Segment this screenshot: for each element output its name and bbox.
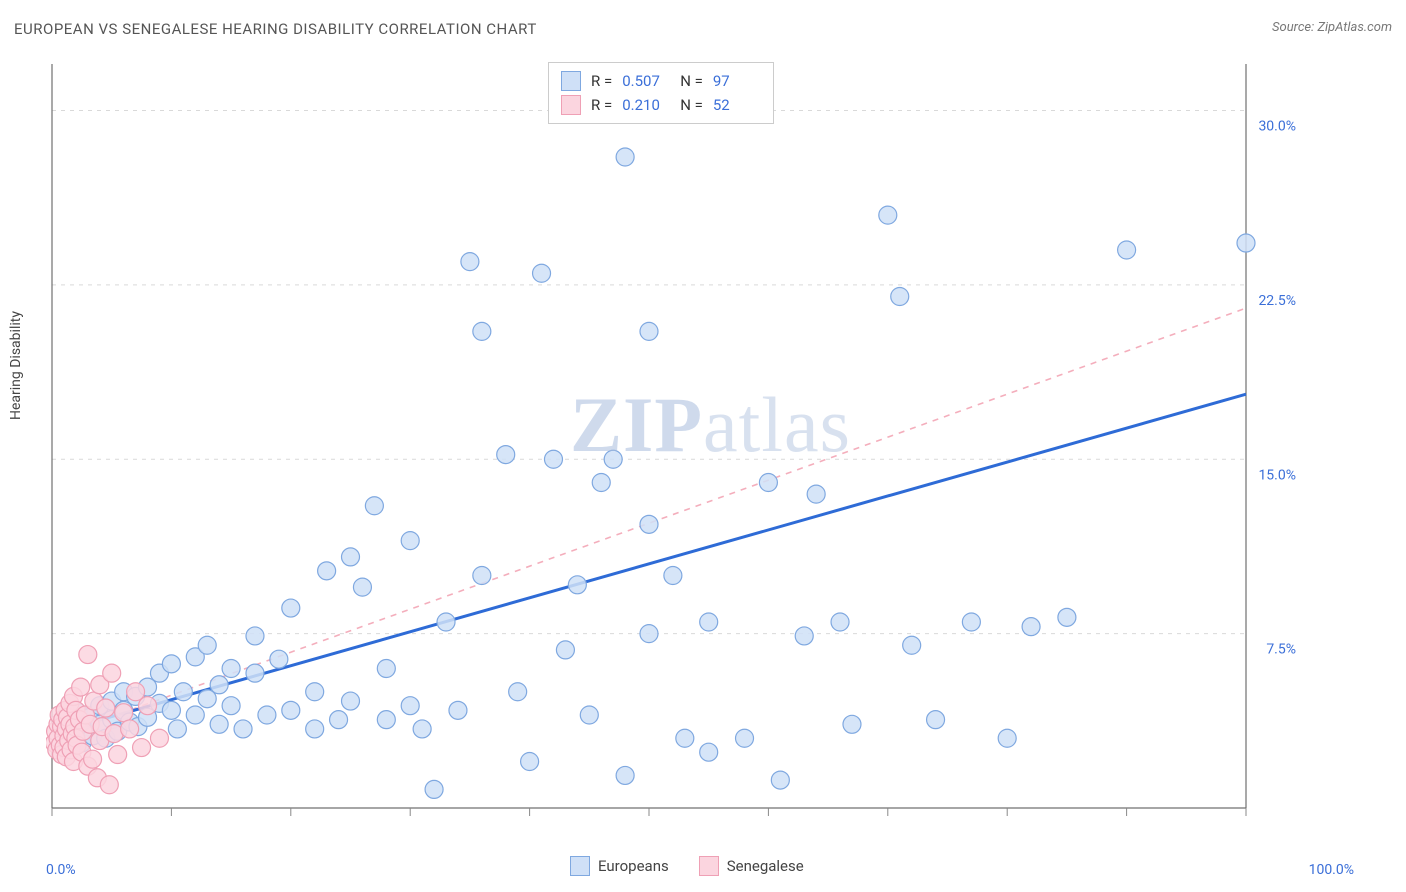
svg-text:30.0%: 30.0% [1258, 119, 1296, 135]
series-swatch [570, 856, 590, 876]
series-swatch [561, 95, 581, 115]
svg-text:22.5%: 22.5% [1258, 293, 1296, 309]
series-swatch [561, 71, 581, 91]
y-axis-label: Hearing Disability [8, 311, 24, 420]
chart-title: EUROPEAN VS SENEGALESE HEARING DISABILIT… [14, 20, 537, 38]
legend-item: Senegalese [699, 856, 804, 876]
series-legend: Europeans Senegalese [570, 856, 804, 876]
legend-item: Europeans [570, 856, 669, 876]
source-attribution: Source: ZipAtlas.com [1272, 20, 1392, 35]
x-axis-min-label: 0.0% [46, 862, 76, 878]
stats-row: R =0.210N =52 [561, 93, 761, 117]
svg-text:15.0%: 15.0% [1258, 467, 1296, 483]
correlation-stats-box: R =0.507N =97R =0.210N =52 [548, 62, 774, 124]
stats-row: R =0.507N =97 [561, 69, 761, 93]
x-axis-max-label: 100.0% [1309, 862, 1354, 878]
scatter-plot: 7.5% 15.0% 22.5% 30.0% [46, 58, 1306, 838]
series-swatch [699, 856, 719, 876]
svg-text:7.5%: 7.5% [1266, 642, 1296, 658]
